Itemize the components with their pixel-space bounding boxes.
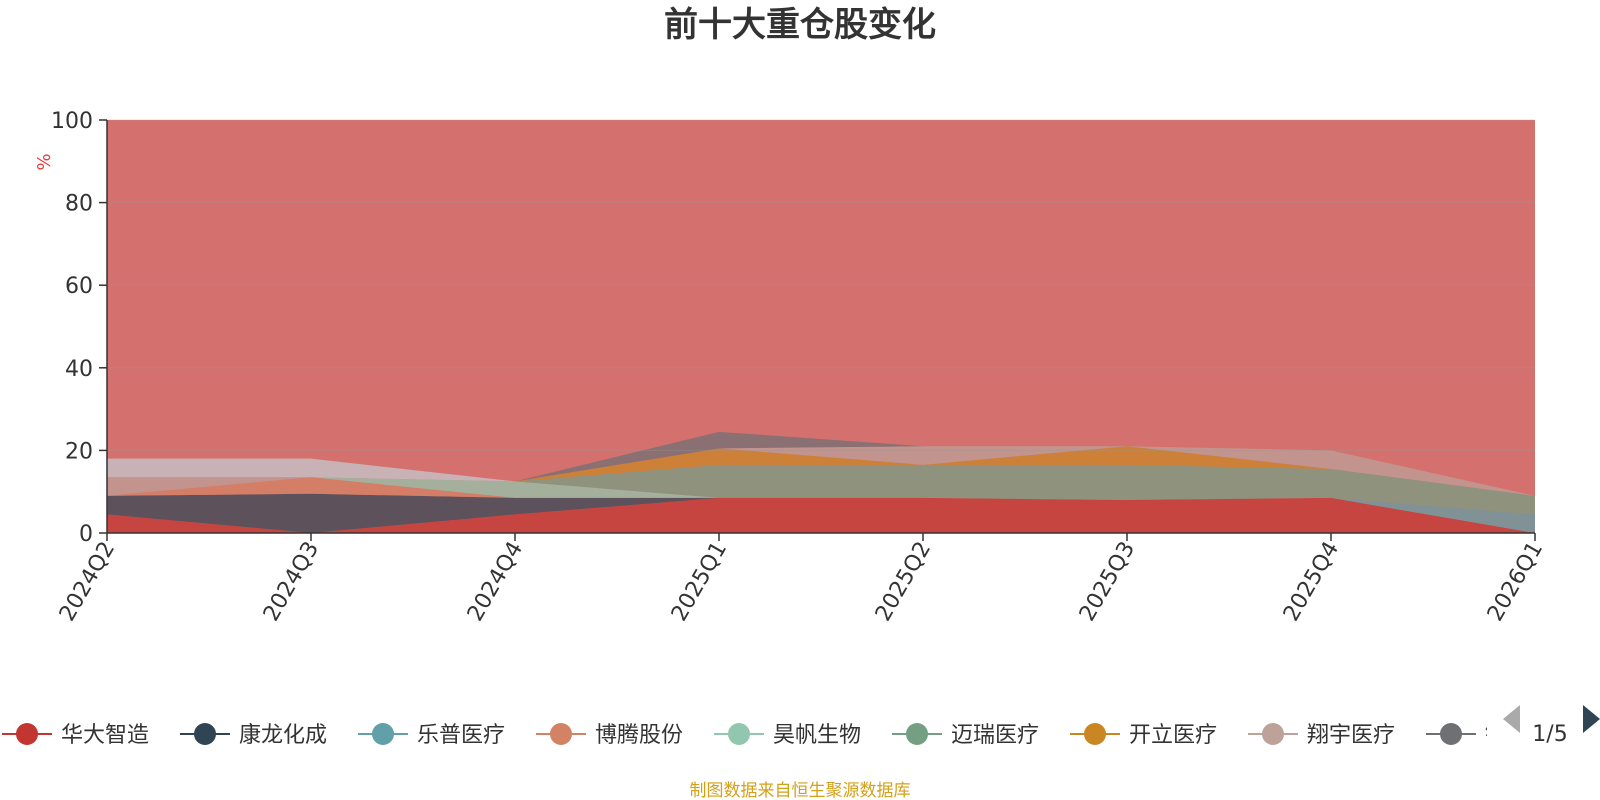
area-series-1[interactable]	[107, 497, 1535, 533]
legend-marker	[194, 723, 216, 745]
gridlines	[107, 119, 1535, 451]
legend-marker	[906, 723, 928, 745]
x-tick-label: 2026Q1	[1483, 538, 1548, 626]
area-series-8[interactable]	[107, 446, 1535, 496]
legend-label: 华大智造	[61, 723, 149, 748]
legend-marker	[372, 723, 394, 745]
legend-label: 迈瑞医疗	[951, 723, 1039, 748]
area-series-2[interactable]	[107, 493, 1535, 533]
x-tick-label: 2024Q4	[463, 538, 528, 626]
y-tick-label: 40	[65, 357, 93, 382]
legend-item[interactable]: 博腾股份	[536, 723, 683, 748]
legend-label: 开立医疗	[1129, 723, 1217, 748]
x-tick-label: 2025Q1	[667, 538, 732, 626]
legend-label: 昊帆生物	[773, 723, 861, 748]
legend-marker	[1440, 723, 1462, 745]
legend-item[interactable]: 键凯科技	[1426, 723, 1573, 748]
y-tick-label: 80	[65, 192, 93, 217]
legend-item[interactable]: 华大智造	[2, 723, 149, 748]
legend-item[interactable]: 乐普医疗	[358, 723, 505, 748]
legend-marker	[16, 723, 38, 745]
chart-title: 前十大重仓股变化	[664, 5, 936, 45]
legend-item[interactable]: 迈瑞医疗	[892, 723, 1039, 748]
area-series-9[interactable]	[107, 431, 1535, 496]
data-source-note: 制图数据来自恒生聚源数据库	[690, 781, 911, 800]
area-series-7[interactable]	[107, 446, 1535, 496]
legend-next-icon[interactable]	[1583, 705, 1600, 733]
y-tick-label: 0	[79, 522, 93, 547]
legend-pager: 1/5	[1503, 705, 1600, 747]
legend-marker	[1262, 723, 1284, 745]
y-tick-label: 60	[65, 274, 93, 299]
legend-label: 键凯科技	[1485, 723, 1573, 748]
x-tick-label: 2025Q4	[1279, 538, 1344, 626]
area-series-10[interactable]	[107, 431, 1535, 496]
x-tick-label: 2025Q2	[871, 538, 936, 626]
area-series-5[interactable]	[107, 477, 1535, 515]
legend-label: 翔宇医疗	[1307, 723, 1395, 748]
y-tick-label: 20	[65, 439, 93, 464]
legend-page-indicator: 1/5	[1532, 722, 1567, 747]
legend-label: 乐普医疗	[417, 723, 505, 748]
legend-label: 康龙化成	[239, 723, 327, 748]
y-axis-unit: %	[34, 153, 55, 170]
y-tick-label: 100	[51, 109, 93, 134]
legend-item[interactable]: 开立医疗	[1070, 723, 1217, 748]
legend-item[interactable]: 昊帆生物	[714, 723, 861, 748]
legend[interactable]: 华大智造康龙化成乐普医疗博腾股份昊帆生物迈瑞医疗开立医疗翔宇医疗键凯科技美好医疗	[2, 723, 1600, 748]
stacked-areas	[107, 431, 1535, 533]
legend-label: 博腾股份	[595, 723, 683, 748]
legend-item[interactable]: 翔宇医疗	[1248, 723, 1395, 748]
area-series-6[interactable]	[107, 464, 1535, 515]
legend-item[interactable]: 康龙化成	[180, 723, 327, 748]
x-tick-label: 2025Q3	[1075, 538, 1140, 626]
legend-marker	[550, 723, 572, 745]
x-tick-label: 2024Q3	[259, 538, 324, 626]
legend-marker	[728, 723, 750, 745]
legend-marker	[1084, 723, 1106, 745]
legend-prev-icon[interactable]	[1503, 705, 1520, 733]
x-tick-label: 2024Q2	[55, 538, 120, 626]
